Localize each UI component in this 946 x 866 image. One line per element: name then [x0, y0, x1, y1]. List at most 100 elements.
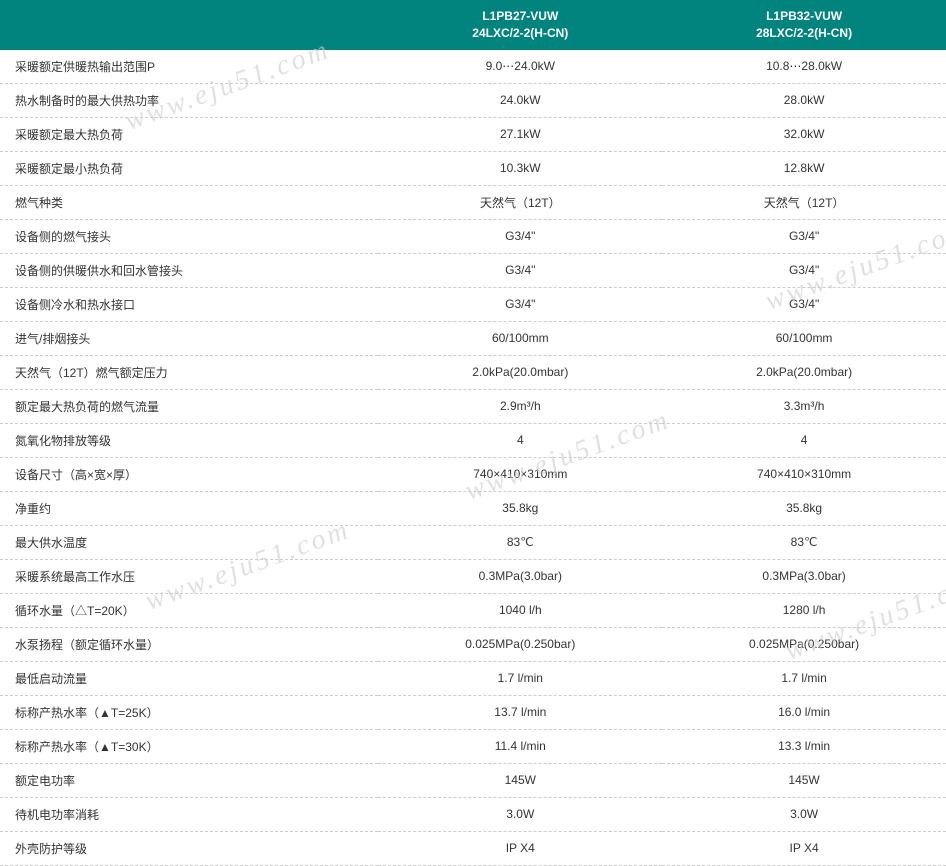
row-label: 燃气种类 — [0, 185, 378, 219]
row-value-2: 3.0W — [662, 797, 946, 831]
row-value-1: 13.7 l/min — [378, 695, 662, 729]
header-model-1: L1PB27-VUW 24LXC/2-2(H-CN) — [378, 0, 662, 50]
row-value-1: G3/4" — [378, 253, 662, 287]
row-value-1: 740×410×310mm — [378, 457, 662, 491]
row-value-1: 83℃ — [378, 525, 662, 559]
table-row: 最大供水温度83℃83℃ — [0, 525, 946, 559]
row-label: 设备侧的供暖供水和回水管接头 — [0, 253, 378, 287]
row-value-1: IP X4 — [378, 831, 662, 865]
table-row: 净重约35.8kg35.8kg — [0, 491, 946, 525]
row-value-1: 9.0⋯24.0kW — [378, 50, 662, 84]
row-value-2: 1.7 l/min — [662, 661, 946, 695]
table-row: 额定电功率145W145W — [0, 763, 946, 797]
table-row: 设备侧的供暖供水和回水管接头G3/4"G3/4" — [0, 253, 946, 287]
row-label: 采暖额定最大热负荷 — [0, 117, 378, 151]
row-value-2: 0.3MPa(3.0bar) — [662, 559, 946, 593]
row-value-1: 0.3MPa(3.0bar) — [378, 559, 662, 593]
table-row: 采暖额定最小热负荷10.3kW12.8kW — [0, 151, 946, 185]
row-label: 循环水量（△T=20K） — [0, 593, 378, 627]
row-value-2: 28.0kW — [662, 83, 946, 117]
table-row: 待机电功率消耗3.0W3.0W — [0, 797, 946, 831]
row-label: 额定电功率 — [0, 763, 378, 797]
row-value-1: 145W — [378, 763, 662, 797]
row-label: 外壳防护等级 — [0, 831, 378, 865]
row-label: 设备侧冷水和热水接口 — [0, 287, 378, 321]
table-row: 燃气种类天然气（12T）天然气（12T） — [0, 185, 946, 219]
row-label: 净重约 — [0, 491, 378, 525]
table-row: 天然气（12T）燃气额定压力2.0kPa(20.0mbar)2.0kPa(20.… — [0, 355, 946, 389]
row-value-2: 10.8⋯28.0kW — [662, 50, 946, 84]
row-value-2: 13.3 l/min — [662, 729, 946, 763]
row-label: 待机电功率消耗 — [0, 797, 378, 831]
row-label: 采暖系统最高工作水压 — [0, 559, 378, 593]
spec-table-container: www.eju51.com www.eju51.com www.eju51.co… — [0, 0, 946, 866]
row-value-2: 0.025MPa(0.250bar) — [662, 627, 946, 661]
row-value-1: 27.1kW — [378, 117, 662, 151]
row-label: 设备侧的燃气接头 — [0, 219, 378, 253]
row-label: 最大供水温度 — [0, 525, 378, 559]
row-value-1: 2.9m³/h — [378, 389, 662, 423]
row-value-2: IP X4 — [662, 831, 946, 865]
row-value-2: 2.0kPa(20.0mbar) — [662, 355, 946, 389]
row-value-2: 天然气（12T） — [662, 185, 946, 219]
table-row: 最低启动流量1.7 l/min1.7 l/min — [0, 661, 946, 695]
table-row: 热水制备时的最大供热功率24.0kW28.0kW — [0, 83, 946, 117]
row-value-2: 16.0 l/min — [662, 695, 946, 729]
row-value-1: G3/4" — [378, 287, 662, 321]
row-value-2: 4 — [662, 423, 946, 457]
table-row: 进气/排烟接头60/100mm60/100mm — [0, 321, 946, 355]
row-value-2: G3/4" — [662, 219, 946, 253]
row-value-1: 24.0kW — [378, 83, 662, 117]
table-row: 额定最大热负荷的燃气流量2.9m³/h3.3m³/h — [0, 389, 946, 423]
row-value-1: 0.025MPa(0.250bar) — [378, 627, 662, 661]
table-row: 水泵扬程（额定循环水量）0.025MPa(0.250bar)0.025MPa(0… — [0, 627, 946, 661]
row-value-2: 145W — [662, 763, 946, 797]
row-value-1: 10.3kW — [378, 151, 662, 185]
table-row: 氮氧化物排放等级44 — [0, 423, 946, 457]
row-value-2: 32.0kW — [662, 117, 946, 151]
row-value-2: 1280 l/h — [662, 593, 946, 627]
row-label: 额定最大热负荷的燃气流量 — [0, 389, 378, 423]
row-value-1: 2.0kPa(20.0mbar) — [378, 355, 662, 389]
row-value-2: G3/4" — [662, 287, 946, 321]
row-label: 天然气（12T）燃气额定压力 — [0, 355, 378, 389]
table-row: 设备尺寸（高×宽×厚）740×410×310mm740×410×310mm — [0, 457, 946, 491]
row-value-2: 740×410×310mm — [662, 457, 946, 491]
row-value-1: 天然气（12T） — [378, 185, 662, 219]
table-row: 设备侧的燃气接头G3/4"G3/4" — [0, 219, 946, 253]
row-label: 标称产热水率（▲T=30K） — [0, 729, 378, 763]
row-label: 热水制备时的最大供热功率 — [0, 83, 378, 117]
table-row: 采暖额定最大热负荷27.1kW32.0kW — [0, 117, 946, 151]
row-label: 水泵扬程（额定循环水量） — [0, 627, 378, 661]
row-label: 采暖额定最小热负荷 — [0, 151, 378, 185]
row-label: 最低启动流量 — [0, 661, 378, 695]
row-value-2: 35.8kg — [662, 491, 946, 525]
table-row: 设备侧冷水和热水接口G3/4"G3/4" — [0, 287, 946, 321]
row-value-2: 60/100mm — [662, 321, 946, 355]
row-value-1: 1040 l/h — [378, 593, 662, 627]
row-value-1: G3/4" — [378, 219, 662, 253]
header-model-2: L1PB32-VUW 28LXC/2-2(H-CN) — [662, 0, 946, 50]
header-label-col — [0, 0, 378, 50]
row-label: 进气/排烟接头 — [0, 321, 378, 355]
table-row: 采暖额定供暖热输出范围P9.0⋯24.0kW10.8⋯28.0kW — [0, 50, 946, 84]
row-value-2: 12.8kW — [662, 151, 946, 185]
table-header: L1PB27-VUW 24LXC/2-2(H-CN) L1PB32-VUW 28… — [0, 0, 946, 50]
table-row: 外壳防护等级IP X4IP X4 — [0, 831, 946, 865]
spec-table: L1PB27-VUW 24LXC/2-2(H-CN) L1PB32-VUW 28… — [0, 0, 946, 866]
row-value-2: 83℃ — [662, 525, 946, 559]
row-label: 采暖额定供暖热输出范围P — [0, 50, 378, 84]
table-row: 标称产热水率（▲T=25K）13.7 l/min16.0 l/min — [0, 695, 946, 729]
row-label: 标称产热水率（▲T=25K） — [0, 695, 378, 729]
row-value-1: 1.7 l/min — [378, 661, 662, 695]
row-label: 氮氧化物排放等级 — [0, 423, 378, 457]
row-value-1: 35.8kg — [378, 491, 662, 525]
row-label: 设备尺寸（高×宽×厚） — [0, 457, 378, 491]
row-value-1: 11.4 l/min — [378, 729, 662, 763]
row-value-2: G3/4" — [662, 253, 946, 287]
table-row: 标称产热水率（▲T=30K）11.4 l/min13.3 l/min — [0, 729, 946, 763]
row-value-1: 3.0W — [378, 797, 662, 831]
row-value-1: 60/100mm — [378, 321, 662, 355]
row-value-1: 4 — [378, 423, 662, 457]
table-row: 循环水量（△T=20K）1040 l/h1280 l/h — [0, 593, 946, 627]
